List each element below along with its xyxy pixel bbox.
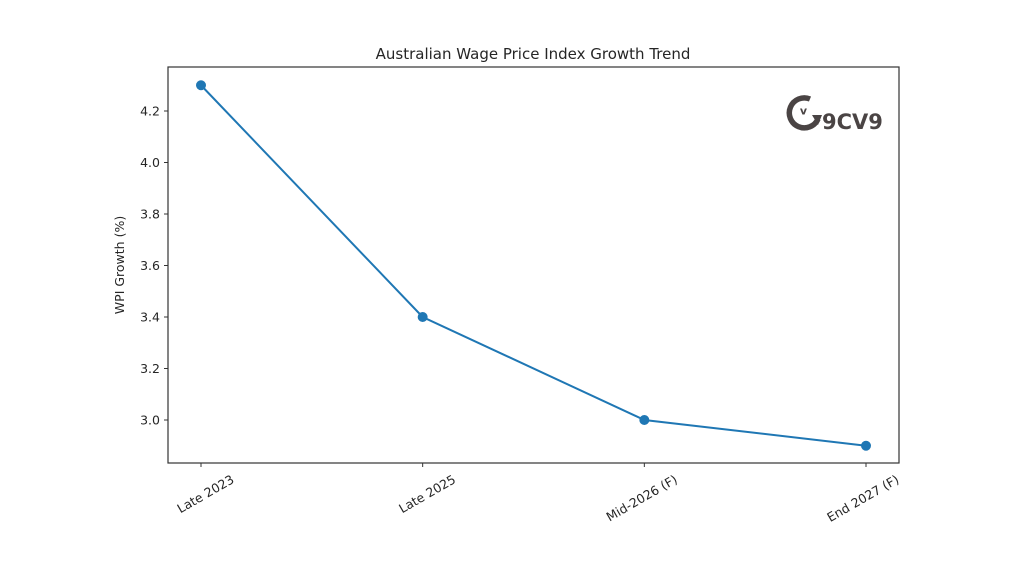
x-tick-label: Late 2023: [174, 472, 236, 516]
x-tick-label: Mid-2026 (F): [604, 472, 680, 525]
y-axis-label: WPI Growth (%): [112, 216, 127, 314]
9cv9-logo-icon: v: [786, 95, 822, 131]
y-tick-label: 3.2: [140, 361, 160, 376]
plot-frame: [167, 66, 900, 464]
data-point-marker: [861, 440, 871, 451]
y-tick-label: 4.0: [140, 155, 160, 170]
chart-title: Australian Wage Price Index Growth Trend: [376, 45, 691, 63]
watermark-text: 9CV9: [822, 110, 883, 134]
x-tick-label: End 2027 (F): [824, 472, 901, 525]
series-line: [200, 84, 867, 447]
y-tick-label: 4.2: [140, 104, 160, 119]
data-point-marker: [417, 312, 428, 322]
data-point-marker: [639, 415, 650, 425]
x-tick-label: Late 2025: [396, 472, 458, 516]
y-tick-label: 3.6: [140, 258, 160, 273]
data-series: [196, 80, 871, 451]
y-tick-label: 3.4: [140, 310, 160, 325]
x-axis-ticks: Late 2023 Late 2025 Mid-2026 (F) End 2027 (…: [174, 463, 902, 525]
y-tick-label: 3.0: [140, 413, 160, 428]
y-tick-label: 3.8: [140, 207, 160, 222]
data-point-marker: [196, 80, 206, 91]
y-axis-ticks: 3.0 3.2 3.4 3.6 3.8 4.0 4.2: [140, 104, 168, 428]
watermark-logo: v 9CV9: [786, 95, 883, 134]
svg-text:v: v: [800, 105, 808, 118]
